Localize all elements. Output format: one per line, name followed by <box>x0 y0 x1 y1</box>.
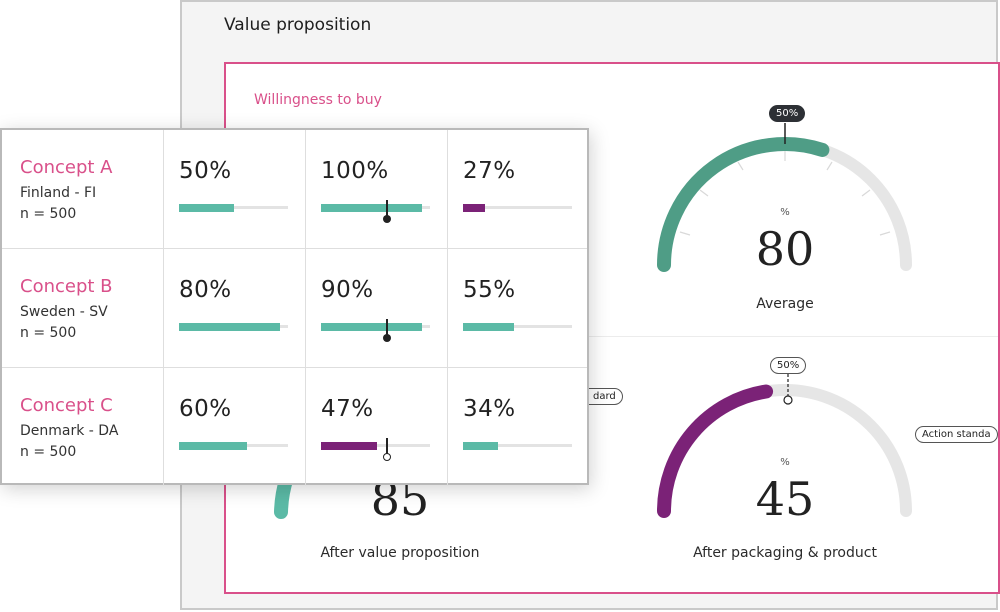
concept-sample-size: n = 500 <box>20 325 77 341</box>
benchmark-marker <box>383 319 392 342</box>
gauge-average-pct: % <box>780 207 790 218</box>
metric-bar <box>179 323 288 331</box>
metric-bar <box>463 323 572 331</box>
metric-value: 34% <box>463 396 516 422</box>
gauge-average <box>657 123 912 272</box>
gauge-after-packaging-pct: % <box>780 457 790 468</box>
benchmark-marker <box>383 200 392 223</box>
table-row: Concept C Denmark - DA n = 500 60% 47% 3… <box>2 368 587 486</box>
metric-value: 27% <box>463 158 516 184</box>
gauge-after-packaging-marker-dot <box>783 395 793 405</box>
card-subtitle: Willingness to buy <box>254 92 382 108</box>
metric-bar-fill <box>463 442 498 450</box>
concept-sample-size: n = 500 <box>20 444 77 460</box>
benchmark-marker <box>383 438 392 461</box>
concept-country: Sweden - SV <box>20 304 108 320</box>
metric-cell: 47% <box>306 368 448 486</box>
metric-bar-fill <box>463 323 515 331</box>
metric-bar-fill <box>321 442 377 450</box>
table-row: Concept B Sweden - SV n = 500 80% 90% 55… <box>2 249 587 368</box>
metric-bar <box>321 438 430 461</box>
concept-name[interactable]: Concept B <box>20 276 113 297</box>
panel-title: Value proposition <box>224 15 372 35</box>
card-divider <box>226 336 998 337</box>
metric-bar <box>463 442 572 450</box>
gauge-after-packaging-marker-pill: 50% <box>770 357 807 374</box>
table-row: Concept A Finland - FI n = 500 50% 100% … <box>2 130 587 249</box>
metric-value: 50% <box>179 158 232 184</box>
metric-value: 55% <box>463 277 516 303</box>
gauge-average-ticks <box>679 151 891 236</box>
metric-bar-fill <box>179 204 234 212</box>
gauge-after-packaging-label: After packaging & product <box>693 545 877 561</box>
metric-bar-fill <box>463 204 485 212</box>
gauge-after-packaging <box>657 374 912 518</box>
metric-value: 47% <box>321 396 374 422</box>
metric-cell: 80% <box>164 249 306 367</box>
concept-cell: Concept C Denmark - DA n = 500 <box>2 368 164 486</box>
concept-cell: Concept A Finland - FI n = 500 <box>2 130 164 248</box>
metric-cell: 100% <box>306 130 448 248</box>
metric-bar-fill <box>179 442 247 450</box>
metric-bar-fill <box>179 323 281 331</box>
gauge-average-value: 80 <box>755 222 815 276</box>
metric-bar <box>321 200 430 223</box>
metric-bar-fill <box>321 323 423 331</box>
action-standard-pill-right: Action standa <box>915 426 998 443</box>
metric-bar <box>179 204 288 212</box>
gauge-after-packaging-fill <box>657 384 774 518</box>
concept-name[interactable]: Concept A <box>20 157 113 178</box>
metric-bar <box>179 442 288 450</box>
concept-sample-size: n = 500 <box>20 206 77 222</box>
gauge-average-fill <box>657 137 830 272</box>
concept-country: Denmark - DA <box>20 423 119 439</box>
metric-value: 60% <box>179 396 232 422</box>
metric-cell: 27% <box>448 130 587 248</box>
concept-country: Finland - FI <box>20 185 97 201</box>
metric-bar <box>321 319 430 342</box>
gauge-after-value-label: After value proposition <box>320 545 480 561</box>
metric-value: 80% <box>179 277 232 303</box>
gauge-average-marker-pill: 50% <box>769 105 806 122</box>
concept-name[interactable]: Concept C <box>20 395 113 416</box>
concept-comparison-table: Concept A Finland - FI n = 500 50% 100% … <box>0 128 589 486</box>
metric-cell: 60% <box>164 368 306 486</box>
concept-cell: Concept B Sweden - SV n = 500 <box>2 249 164 367</box>
metric-cell: 90% <box>306 249 448 367</box>
metric-cell: 50% <box>164 130 306 248</box>
metric-cell: 55% <box>448 249 587 367</box>
metric-value: 90% <box>321 277 374 303</box>
gauge-after-packaging-value: 45 <box>755 472 815 526</box>
metric-cell: 34% <box>448 368 587 486</box>
metric-value: 100% <box>321 158 389 184</box>
metric-bar-fill <box>321 204 423 212</box>
metric-bar <box>463 204 572 212</box>
gauge-average-label: Average <box>756 296 814 312</box>
